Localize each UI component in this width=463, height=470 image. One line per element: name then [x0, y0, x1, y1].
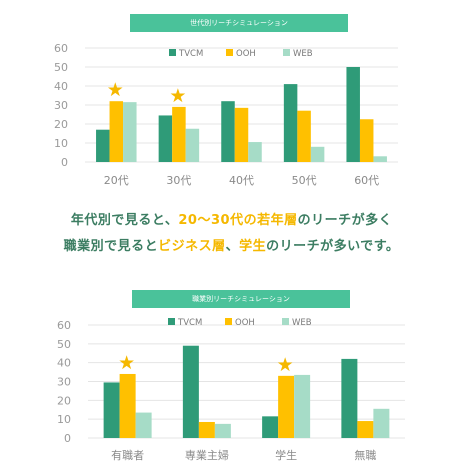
bar-web: [185, 128, 200, 162]
y-tick-label: 20: [54, 118, 68, 131]
legend-label-ooh: OOH: [235, 318, 255, 328]
star-icon: ★: [118, 352, 135, 374]
bar-tvcm: [283, 84, 298, 162]
bar-web: [310, 146, 325, 162]
bar-tvcm: [346, 67, 360, 162]
bar-ooh: [234, 107, 249, 162]
category-label: 20代: [104, 174, 129, 187]
message-text: のリーチが多いです。: [266, 239, 400, 254]
y-tick-label: 30: [54, 99, 68, 112]
legend-label-web: WEB: [293, 49, 313, 59]
y-tick-label: 10: [57, 413, 71, 426]
legend-swatch-ooh: [225, 318, 232, 325]
y-tick-label: 60: [54, 42, 68, 55]
y-tick-label: 40: [57, 357, 71, 370]
star-icon: ★: [107, 79, 124, 101]
bar-ooh: [172, 106, 186, 162]
bar-ooh: [109, 101, 124, 162]
bar-web: [373, 156, 387, 162]
bar-web: [135, 412, 152, 438]
legend-label-web: WEB: [292, 318, 312, 328]
legend-swatch-tvcm: [168, 318, 175, 325]
summary-line-2: 職業別で見るとビジネス層、学生のリーチが多いです。: [0, 234, 463, 260]
bar-tvcm: [158, 115, 173, 162]
bar-tvcm: [182, 345, 199, 438]
bar-tvcm: [341, 358, 358, 438]
y-tick-label: 60: [57, 319, 71, 332]
message-text: 年代別で見ると、: [70, 213, 179, 228]
y-tick-label: 20: [57, 394, 71, 407]
bar-ooh: [357, 421, 374, 438]
legend-swatch-ooh: [226, 49, 233, 56]
bar-ooh: [359, 119, 374, 162]
bar-tvcm: [103, 382, 120, 438]
highlight-text: 20～30代の若年層: [178, 213, 298, 228]
category-label: 40代: [229, 174, 254, 187]
bar-web: [214, 423, 231, 438]
summary-line-1: 年代別で見ると、20～30代の若年層のリーチが多く: [0, 208, 463, 234]
chart2-title-banner: 職業別リーチシミュレーション: [132, 290, 350, 308]
bar-ooh: [119, 373, 136, 438]
bar-tvcm: [96, 129, 110, 162]
category-label: 専業主婦: [185, 448, 229, 462]
category-label: 60代: [354, 174, 379, 187]
y-tick-label: 10: [54, 137, 68, 150]
legend-swatch-web: [282, 318, 289, 325]
category-label: 30代: [166, 174, 191, 187]
y-tick-label: 0: [61, 156, 68, 169]
highlight-text: ビジネス層: [158, 239, 226, 254]
legend-label-tvcm: TVCM: [177, 318, 202, 328]
legend-label-ooh: OOH: [236, 49, 256, 59]
legend-label-tvcm: TVCM: [178, 49, 203, 59]
star-icon: ★: [277, 354, 294, 376]
star-icon: ★: [169, 85, 186, 107]
chart1-title-banner: 世代別リーチシミュレーション: [130, 14, 348, 32]
y-tick-label: 40: [54, 80, 68, 93]
legend-swatch-web: [283, 49, 290, 56]
bar-ooh: [198, 421, 215, 438]
bar-web: [123, 102, 137, 162]
bar-web: [294, 374, 311, 438]
bar-tvcm: [221, 101, 235, 162]
summary-message: 年代別で見ると、20～30代の若年層のリーチが多く 職業別で見るとビジネス層、学…: [0, 208, 463, 260]
category-label: 50代: [292, 174, 317, 187]
y-tick-label: 30: [57, 376, 71, 389]
message-text: 、: [225, 239, 240, 254]
y-tick-label: 50: [54, 61, 68, 74]
bar-web: [248, 142, 262, 162]
legend-swatch-tvcm: [169, 49, 176, 56]
message-text: のリーチが多く: [297, 213, 393, 228]
category-label: 有職者: [111, 448, 144, 462]
highlight-text: 学生: [239, 239, 267, 254]
category-label: 学生: [275, 448, 297, 462]
y-tick-label: 50: [57, 338, 71, 351]
bar-ooh: [278, 375, 295, 438]
chart1-svg: 0 10 20 30 40 50 60 TVCM OOH WEB 20代 ★ 30代 ★ 40代 50代 60代: [54, 42, 398, 187]
bar-ooh: [297, 110, 311, 162]
category-label: 無職: [354, 448, 376, 462]
chart1-area: 0 10 20 30 40 50 60 TVCM OOH WEB 20代 ★ 30代 ★ 40代 50代 60代: [0, 0, 463, 200]
message-text: 職業別で見ると: [63, 239, 159, 254]
bar-tvcm: [262, 416, 279, 438]
y-tick-label: 0: [64, 432, 71, 445]
bar-web: [373, 408, 390, 438]
